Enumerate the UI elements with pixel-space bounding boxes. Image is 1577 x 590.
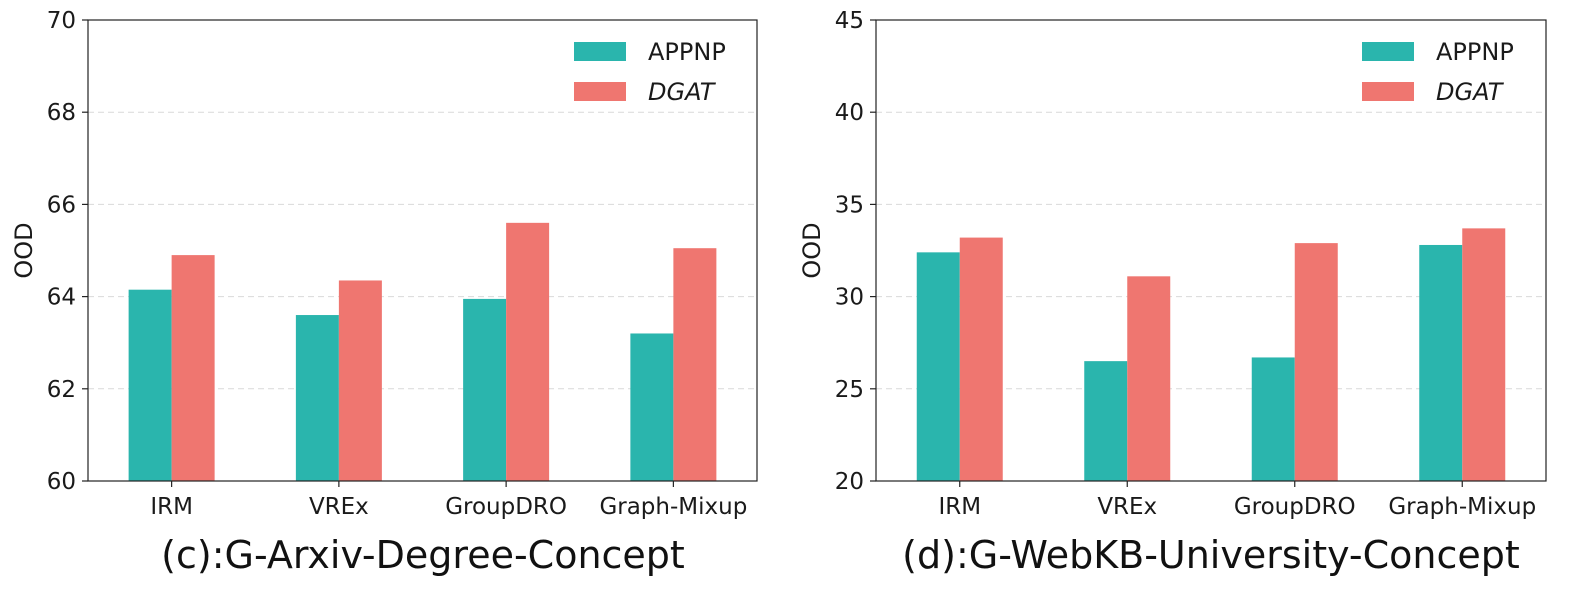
chart-caption: (d):G-WebKB-University-Concept: [902, 533, 1520, 577]
x-tick-label: VREx: [1097, 494, 1157, 520]
legend-label-appnp: APPNP: [648, 38, 726, 66]
plot-frame: [875, 19, 1547, 482]
y-tick-label: 66: [47, 192, 76, 218]
x-tick-label: GroupDRO: [1234, 494, 1356, 520]
legend-swatch-appnp: [574, 42, 626, 61]
bar-dgat-vrex: [1127, 276, 1171, 481]
y-tick-label: 62: [47, 377, 76, 403]
y-tick-label: 35: [835, 192, 864, 218]
bar-appnp-vrex: [295, 315, 339, 481]
bar-dgat-groupdro: [506, 222, 550, 481]
y-axis-label: OOD: [10, 222, 38, 278]
x-tick-label: Graph-Mixup: [599, 494, 747, 520]
legend-swatch-appnp: [1362, 42, 1414, 61]
legend-label-appnp: APPNP: [1436, 38, 1514, 66]
bar-dgat-graph-mixup: [1462, 228, 1506, 481]
y-axis-label: OOD: [798, 222, 826, 278]
legend-label-dgat: DGAT: [648, 78, 717, 106]
bar-dgat-vrex: [338, 280, 382, 481]
bar-appnp-groupdro: [463, 298, 507, 481]
bar-dgat-irm: [171, 255, 215, 481]
chart-caption: (c):G-Arxiv-Degree-Concept: [161, 533, 685, 577]
x-tick-label: VREx: [309, 494, 369, 520]
bar-dgat-graph-mixup: [673, 248, 717, 481]
bar-appnp-irm: [916, 252, 960, 481]
y-tick-label: 20: [835, 469, 864, 495]
bar-appnp-groupdro: [1251, 357, 1295, 481]
legend-swatch-dgat: [1362, 82, 1414, 101]
y-tick-label: 70: [47, 8, 76, 34]
y-tick-label: 45: [835, 8, 864, 34]
legend: APPNP DGAT: [1362, 38, 1514, 106]
x-tick-label: IRM: [938, 494, 981, 520]
y-tick-label: 40: [835, 100, 864, 126]
bar-appnp-vrex: [1084, 361, 1128, 481]
bar-dgat-groupdro: [1294, 243, 1338, 481]
y-tick-label: 64: [47, 285, 76, 311]
plot-frame: [87, 19, 758, 482]
bar-appnp-irm: [128, 289, 172, 481]
x-tick-label: Graph-Mixup: [1388, 494, 1536, 520]
bar-dgat-irm: [959, 237, 1003, 481]
y-tick-label: 30: [835, 285, 864, 311]
bar-appnp-graph-mixup: [630, 333, 674, 481]
legend: APPNP DGAT: [574, 38, 726, 106]
legend-label-dgat: DGAT: [1436, 78, 1505, 106]
legend-swatch-dgat: [574, 82, 626, 101]
y-tick-label: 25: [835, 377, 864, 403]
x-tick-label: GroupDRO: [445, 494, 567, 520]
y-tick-label: 68: [47, 100, 76, 126]
x-tick-label: IRM: [150, 494, 193, 520]
y-tick-label: 60: [47, 469, 76, 495]
bar-appnp-graph-mixup: [1419, 244, 1463, 481]
chart-panel-d: IRM VREx GroupDRO Graph-Mixup 20 25 30 35 40 45 OO…: [798, 8, 1547, 577]
chart-panel-c: IRM VREx GroupDRO Graph-Mixup 60 62 64 66 68 70 OO…: [10, 8, 758, 577]
